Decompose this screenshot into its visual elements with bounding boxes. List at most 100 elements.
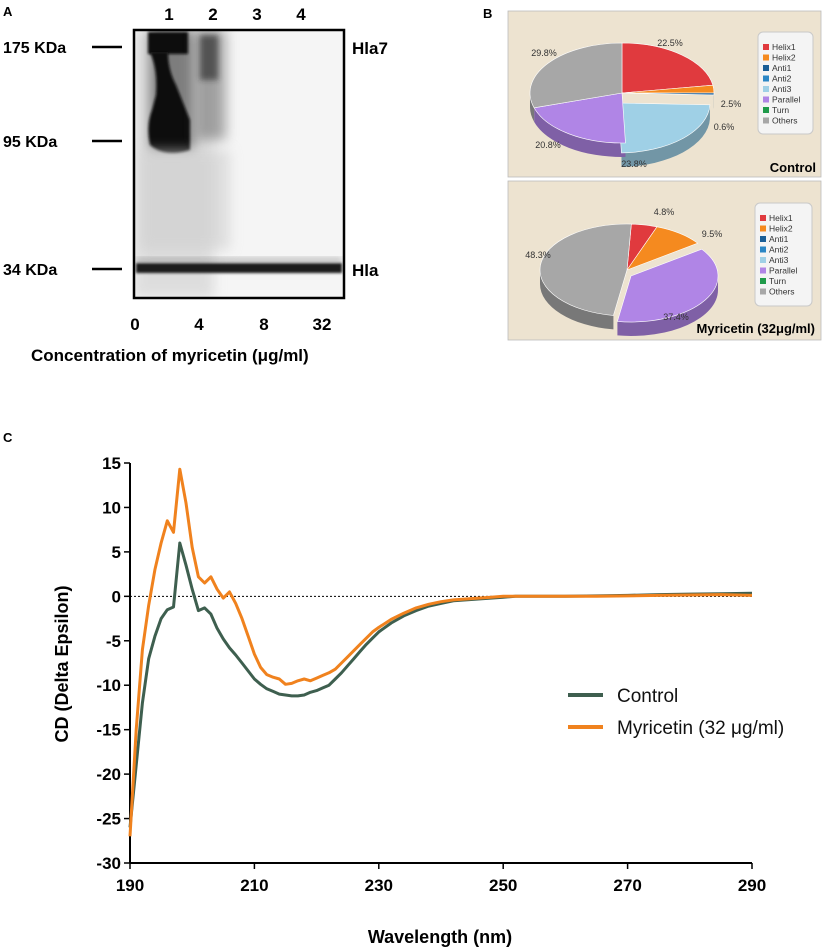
band-label-hla7: Hla7: [352, 39, 388, 58]
panel-a-xlabel: Concentration of myricetin (μg/ml): [31, 346, 309, 365]
legend-swatch-turn: [760, 278, 766, 284]
legend-swatch-helix1: [763, 44, 769, 50]
panel-c: C 15 10 5 0 -5 -10 -15 -20 -25 -30 190 210 230 250 270…: [3, 430, 784, 947]
concentration-32: 32: [313, 315, 332, 334]
legend-label-anti1: Anti1: [772, 63, 792, 73]
legend-label-turn: Turn: [772, 105, 789, 115]
pie-label-parallel: 20.8%: [535, 140, 561, 150]
cd-ytick-label: 5: [112, 543, 121, 562]
concentration-8: 8: [259, 315, 268, 334]
cd-axes: 15 10 5 0 -5 -10 -15 -20 -25 -30 190 210 230 250 270 29…: [96, 454, 766, 895]
legend-label-anti2: Anti2: [772, 74, 792, 84]
pie-label-helix1: 4.8%: [654, 207, 675, 217]
cd-ytick-label: -20: [96, 765, 121, 784]
pie-side-others: [540, 270, 614, 330]
cd-ytick-label: 0: [112, 587, 121, 606]
legend-label-anti2: Anti2: [769, 245, 789, 255]
lane-number-1: 1: [164, 5, 173, 24]
legend-label-helix2: Helix2: [769, 224, 793, 234]
pie-label-helix2: 2.5%: [721, 99, 742, 109]
panel-c-letter: C: [3, 430, 13, 445]
pie-label-parallel: 37.4%: [663, 312, 689, 322]
cd-legend-label-control: Control: [617, 686, 678, 707]
pie-control-legend: [757, 31, 814, 135]
panel-b-letter: B: [483, 6, 492, 21]
legend-label-helix1: Helix1: [772, 42, 796, 52]
legend-label-parallel: Parallel: [772, 95, 800, 105]
legend-swatch-anti2: [760, 246, 766, 253]
cd-series-line-myricetin: [128, 467, 753, 837]
pie-slice-others: [529, 42, 623, 109]
pie-slice-anti3: [617, 102, 711, 154]
pie-side-others: [530, 93, 535, 122]
legend-label-anti3: Anti3: [772, 84, 792, 94]
legend-label-parallel: Parallel: [769, 266, 797, 276]
legend-swatch-helix2: [763, 54, 769, 61]
cd-ytick-label: 15: [102, 454, 121, 473]
pie-slice-parallel: [533, 92, 626, 144]
legend-swatch-parallel: [763, 96, 769, 103]
pie-label-others: 48.3%: [525, 250, 551, 260]
marker-95: 95 KDa: [3, 134, 57, 151]
cd-legend: Control Myricetin (32 μg/ml): [568, 686, 784, 739]
pie-label-anti1: 0.6%: [714, 122, 735, 132]
pie-control: 22.5% 2.5% 0.6% 23.8% 20.8% 29.8%: [529, 38, 742, 169]
legend-swatch-others: [763, 117, 769, 124]
pie-label-helix1: 22.5%: [657, 38, 683, 48]
pie-slice-parallel: [617, 248, 719, 323]
legend-swatch-helix2: [760, 225, 766, 232]
legend-swatch-parallel: [760, 267, 766, 274]
pie-slice-anti1: [621, 92, 715, 96]
pie-slice-helix1: [621, 42, 714, 94]
cd-xlabel: Wavelength (nm): [368, 927, 512, 947]
legend-swatch-others: [760, 288, 766, 295]
legend-swatch-anti1: [763, 65, 769, 71]
legend-label-helix2: Helix2: [772, 53, 796, 63]
marker-34: 34 KDa: [3, 262, 57, 279]
pie-side-parallel: [534, 107, 626, 157]
pie-myricetin-title: Myricetin (32μg/ml): [697, 321, 815, 336]
pie-label-others: 29.8%: [531, 48, 557, 58]
legend-swatch-anti1: [760, 236, 766, 242]
cd-legend-label-myricetin: Myricetin (32 μg/ml): [617, 718, 784, 739]
panel-b: B 22.5%2.5%0.6%23.8%20.8%29.8% Helix1Hel…: [483, 6, 822, 341]
lane-number-3: 3: [252, 5, 261, 24]
pie-myricetin: 4.8% 9.5% 37.4% 48.3%: [525, 207, 723, 337]
lane-number-2: 2: [208, 5, 217, 24]
legend-label-anti3: Anti3: [769, 255, 789, 265]
pie-label-anti3: 23.8%: [621, 159, 647, 169]
legend-label-others: Others: [772, 116, 798, 126]
cd-series: [128, 467, 753, 837]
legend-myricetin: Helix1Helix2Anti1Anti2Anti3ParallelTurnO…: [760, 213, 797, 297]
legend-control: Helix1Helix2Anti1Anti2Anti3ParallelTurnO…: [763, 42, 800, 126]
cd-ytick-label: -30: [96, 854, 121, 873]
pie-slice-others: [539, 223, 632, 316]
cd-xtick-label: 190: [116, 876, 144, 895]
pie-label-helix2: 9.5%: [702, 229, 723, 239]
legend-swatch-anti3: [760, 257, 766, 263]
legend-swatch-turn: [763, 107, 769, 113]
cd-xtick-label: 210: [240, 876, 268, 895]
pie-side-parallel: [617, 276, 718, 337]
band-label-hla: Hla: [352, 261, 379, 280]
cd-ytick-label: -25: [96, 810, 121, 829]
legend-label-anti1: Anti1: [769, 234, 789, 244]
cd-xtick-label: 230: [365, 876, 393, 895]
legend-swatch-anti3: [763, 86, 769, 92]
legend-swatch-helix1: [760, 215, 766, 221]
panel-a-letter: A: [3, 4, 13, 19]
legend-label-turn: Turn: [769, 276, 786, 286]
cd-xtick-label: 250: [489, 876, 517, 895]
pie-side-anti3: [621, 104, 710, 167]
panel-a: A 1 2 3 4 175 KDa 95 KDa 34 KDa: [3, 4, 388, 365]
legend-label-others: Others: [769, 287, 795, 297]
cd-ylabel: CD (Delta Epsilon): [52, 585, 72, 742]
blot-frame: [132, 28, 346, 300]
legend-swatch-anti2: [763, 75, 769, 82]
cd-ytick-label: -5: [106, 632, 121, 651]
cd-xtick-label: 270: [613, 876, 641, 895]
concentration-4: 4: [194, 315, 204, 334]
cd-xtick-label: 290: [738, 876, 766, 895]
blot-image: [134, 30, 344, 298]
